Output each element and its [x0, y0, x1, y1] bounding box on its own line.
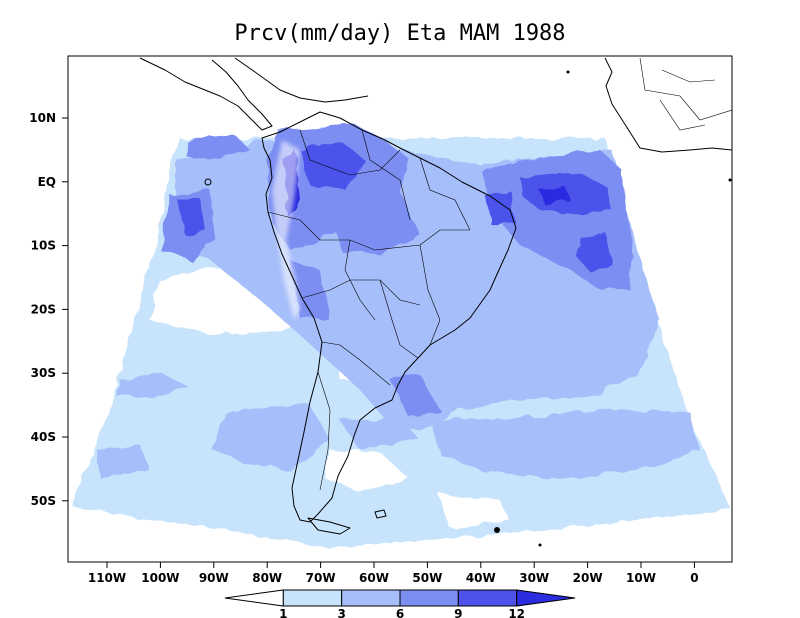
x-axis: 110W 100W 90W 80W 70W 60W 50W 40W 30W 20W 10W 0: [88, 562, 699, 585]
tierra-del-fuego: [307, 517, 351, 535]
x-tick-label: 20W: [573, 571, 603, 585]
africa-coast: [604, 57, 732, 153]
x-tick-label: 90W: [199, 571, 229, 585]
colorbar-segment: [399, 589, 459, 607]
y-tick-label: 40S: [31, 430, 56, 444]
precip-field: [72, 125, 732, 548]
central-america-coast: [139, 57, 369, 131]
x-tick-label: 70W: [306, 571, 336, 585]
colorbar-segment: [282, 589, 343, 607]
colorbar-segment: [341, 589, 401, 607]
colorbar-label: 1: [279, 607, 287, 618]
colorbar-segment: [457, 589, 518, 607]
country-borders: [267, 129, 471, 491]
andes-streak: [272, 140, 300, 320]
colorbar-label: 12: [508, 607, 525, 618]
africa-borders: [639, 57, 732, 131]
y-tick-label: 50S: [31, 494, 56, 508]
y-tick-label: 20S: [31, 302, 56, 316]
x-tick-label: 60W: [359, 571, 389, 585]
x-tick-label: 40W: [466, 571, 496, 585]
colorbar-label: 9: [454, 607, 462, 618]
x-tick-label: 0: [690, 571, 698, 585]
south-america-coast: [261, 111, 517, 523]
colorbar-segment: [516, 589, 576, 607]
x-tick-label: 110W: [88, 571, 126, 585]
x-tick-label: 10W: [626, 571, 656, 585]
colorbar-segment: [224, 589, 284, 607]
islands: [204, 70, 732, 547]
plot-area: [68, 56, 732, 562]
map-title: Prcv(mm/day) Eta MAM 1988: [234, 21, 565, 46]
y-tick-label: 10N: [29, 111, 56, 125]
falklands: [374, 509, 387, 519]
x-tick-label: 30W: [519, 571, 549, 585]
x-tick-label: 80W: [252, 571, 282, 585]
y-tick-label: EQ: [38, 175, 56, 189]
colorbar-label: 6: [396, 607, 404, 618]
colorbar-label: 3: [337, 607, 345, 618]
colorbar: 1 3 6 9 12: [224, 589, 576, 618]
x-tick-label: 50W: [412, 571, 442, 585]
y-axis: 10N EQ 10S 20S 30S 40S 50S: [29, 111, 68, 508]
y-tick-label: 10S: [31, 239, 56, 253]
y-tick-label: 30S: [31, 366, 56, 380]
x-tick-label: 100W: [141, 571, 179, 585]
